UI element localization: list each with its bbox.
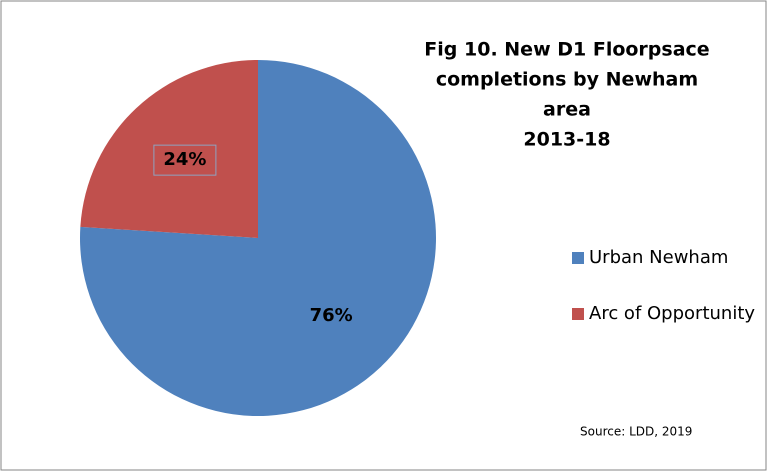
legend-swatch — [572, 308, 584, 320]
legend-label: Arc of Opportunity — [589, 303, 755, 324]
pie-slice — [80, 60, 437, 417]
data-label: 24% — [163, 149, 206, 170]
title-line: Fig 10. New D1 Floorpsace — [424, 39, 709, 61]
data-label: 76% — [310, 305, 353, 326]
title-line: area — [543, 99, 591, 121]
title-line: 2013-18 — [523, 129, 610, 151]
source-note: Source: LDD, 2019 — [580, 425, 692, 439]
pie-slice — [80, 60, 258, 238]
title-line: completions by Newham — [436, 69, 698, 91]
legend-label: Urban Newham — [589, 247, 728, 268]
legend-swatch — [572, 252, 584, 264]
chart-title: Fig 10. New D1 Floorpsace completions by … — [424, 39, 709, 151]
label-box — [153, 144, 217, 176]
